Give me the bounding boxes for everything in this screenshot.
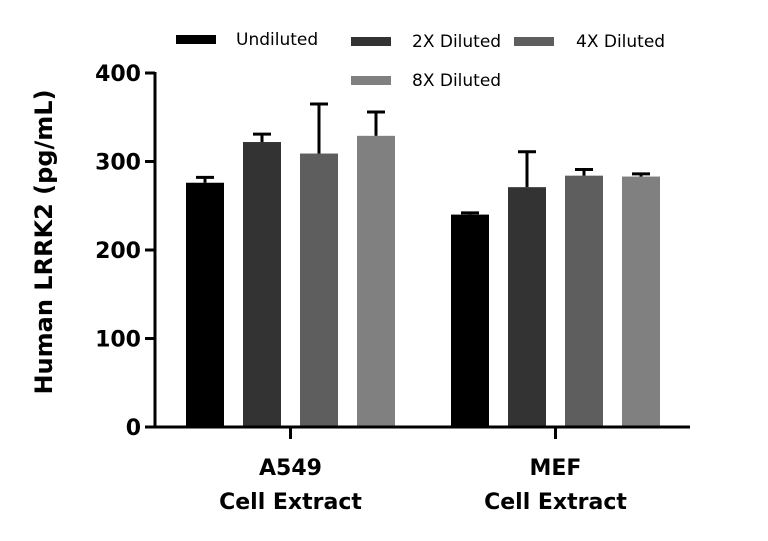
legend-label: Undiluted	[236, 30, 318, 50]
y-axis-label: Human LRRK2 (pg/mL)	[30, 89, 58, 394]
legend-label: 2X Diluted	[412, 32, 501, 52]
bar	[565, 175, 603, 427]
y-axis-ticks: 0 100 200 300 400	[95, 62, 155, 441]
category-label-line2: Cell Extract	[219, 490, 362, 515]
y-tick-label: 400	[95, 62, 141, 87]
category-label-line1: MEF	[530, 456, 582, 481]
legend-swatch	[176, 35, 216, 44]
bar	[300, 153, 338, 427]
y-tick-label: 0	[126, 416, 141, 441]
legend-swatch	[351, 76, 391, 85]
bars	[186, 135, 660, 427]
legend-swatch	[514, 37, 554, 46]
bar	[357, 135, 395, 427]
error-bars	[196, 102, 650, 215]
y-tick-label: 200	[95, 239, 141, 264]
bar	[243, 142, 281, 427]
legend-label: 8X Diluted	[412, 71, 501, 91]
x-axis-ticks	[289, 427, 557, 439]
category-label-line2: Cell Extract	[484, 490, 627, 515]
category-labels: A549 Cell Extract MEF Cell Extract	[219, 456, 627, 515]
bar	[508, 187, 546, 427]
bar	[186, 182, 224, 427]
category-label-line1: A549	[259, 456, 322, 481]
y-tick-label: 300	[95, 151, 141, 176]
bar	[622, 176, 660, 427]
legend-label: 4X Diluted	[576, 32, 665, 52]
legend-swatch	[351, 37, 391, 46]
bar	[451, 214, 489, 427]
y-tick-label: 100	[95, 328, 141, 353]
legend: Undiluted 2X Diluted 4X Diluted 8X Diluted	[176, 30, 665, 91]
